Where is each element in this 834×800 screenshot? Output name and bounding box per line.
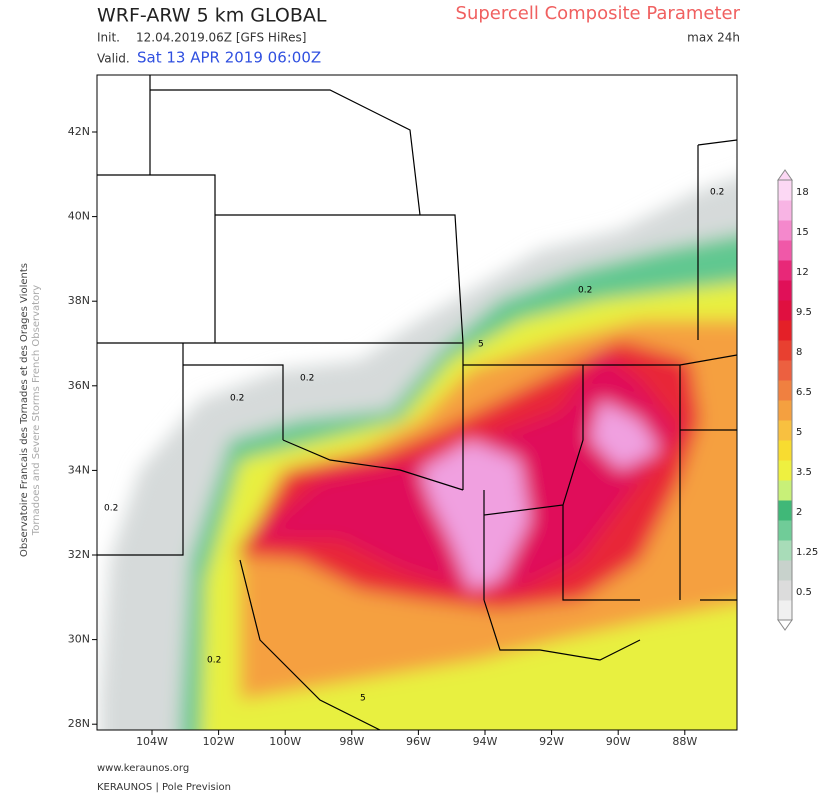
- colorbar-swatch: [778, 580, 792, 601]
- colorbar-swatch: [778, 240, 792, 261]
- colorbar-swatch: [778, 320, 792, 341]
- contour-label: 5: [478, 340, 484, 350]
- lon-label: 88W: [672, 735, 697, 748]
- map-field: [97, 75, 737, 730]
- map-ticks: 42N 40N 38N 36N 34N 32N 30N 28N 104W 102W 100W 98W 9…: [68, 125, 698, 748]
- contour-label: 0.2: [300, 374, 314, 384]
- colorbar-swatch: [778, 200, 792, 221]
- colorbar-swatch: [778, 500, 792, 521]
- lon-label: 92W: [539, 735, 564, 748]
- colorbar-swatch: [778, 280, 792, 301]
- colorbar: 0.5 1.25 2 3.5 5 6.5 8 9.5 12 15 18: [777, 169, 818, 631]
- contour-label: 0.2: [207, 656, 221, 666]
- contour-label: 0.2: [230, 394, 244, 404]
- lat-label: 42N: [68, 125, 90, 138]
- footer-org: KERAUNOS | Pole Prevision: [97, 782, 231, 793]
- colorbar-swatch: [778, 560, 792, 581]
- colorbar-label: 18: [796, 187, 809, 198]
- colorbar-swatch: [778, 180, 792, 201]
- colorbar-label: 15: [796, 227, 809, 238]
- colorbar-label: 5: [796, 427, 802, 438]
- lat-label: 40N: [68, 210, 90, 223]
- colorbar-swatch: [778, 300, 792, 321]
- parameter-title: Supercell Composite Parameter: [456, 3, 741, 24]
- lat-label: 28N: [68, 717, 90, 730]
- colorbar-label: 2: [796, 507, 802, 518]
- lon-label: 104W: [136, 735, 168, 748]
- init-label: Init.: [97, 31, 120, 45]
- colorbar-swatch: [778, 540, 792, 561]
- colorbar-label: 12: [796, 267, 809, 278]
- valid-label: Valid.: [97, 52, 130, 66]
- side-text-en: Tornadoes and Severe Storms French Obser…: [31, 285, 42, 536]
- model-title: WRF-ARW 5 km GLOBAL: [97, 5, 327, 27]
- colorbar-swatch: [778, 260, 792, 281]
- colorbar-frame: [777, 179, 793, 621]
- contour-label: 0.2: [578, 286, 592, 296]
- lat-label: 32N: [68, 548, 90, 561]
- colorbar-label: 6.5: [796, 387, 812, 398]
- colorbar-label: 9.5: [796, 307, 812, 318]
- init-value: 12.04.2019.06Z [GFS HiRes]: [136, 31, 306, 45]
- lon-label: 90W: [606, 735, 631, 748]
- colorbar-label: 8: [796, 347, 802, 358]
- colorbar-swatch: [778, 440, 792, 461]
- lon-label: 98W: [339, 735, 364, 748]
- footer-site: www.keraunos.org: [97, 763, 189, 774]
- colorbar-swatch: [778, 460, 792, 481]
- lon-label: 96W: [406, 735, 431, 748]
- lon-label: 102W: [203, 735, 235, 748]
- lat-label: 36N: [68, 379, 90, 392]
- colorbar-swatch: [778, 520, 792, 541]
- lon-label: 100W: [269, 735, 301, 748]
- lat-label: 30N: [68, 633, 90, 646]
- colorbar-label: 0.5: [796, 587, 812, 598]
- colorbar-swatch: [778, 380, 792, 401]
- period: max 24h: [687, 31, 740, 45]
- map-frame: [96, 74, 738, 731]
- colorbar-arrow-bottom: [777, 619, 793, 631]
- lon-label: 94W: [473, 735, 498, 748]
- colorbar-swatch: [778, 420, 792, 441]
- colorbar-label: 1.25: [796, 547, 818, 558]
- contour-label: 0.2: [710, 188, 724, 198]
- colorbar-swatch: [778, 360, 792, 381]
- colorbar-arrow-top: [777, 169, 793, 181]
- colorbar-swatch: [778, 600, 792, 621]
- colorbar-swatch: [778, 220, 792, 241]
- colorbar-swatch: [778, 340, 792, 361]
- contour-label: 5: [360, 694, 366, 704]
- colorbar-swatch: [778, 480, 792, 501]
- colorbar-label: 3.5: [796, 467, 812, 478]
- lat-label: 38N: [68, 294, 90, 307]
- colorbar-swatch: [778, 400, 792, 421]
- lat-label: 34N: [68, 463, 90, 476]
- side-text-fr: Observatoire Francais des Tornades et de…: [19, 263, 30, 557]
- valid-value: Sat 13 APR 2019 06:00Z: [137, 49, 321, 67]
- contour-label: 0.2: [104, 504, 118, 514]
